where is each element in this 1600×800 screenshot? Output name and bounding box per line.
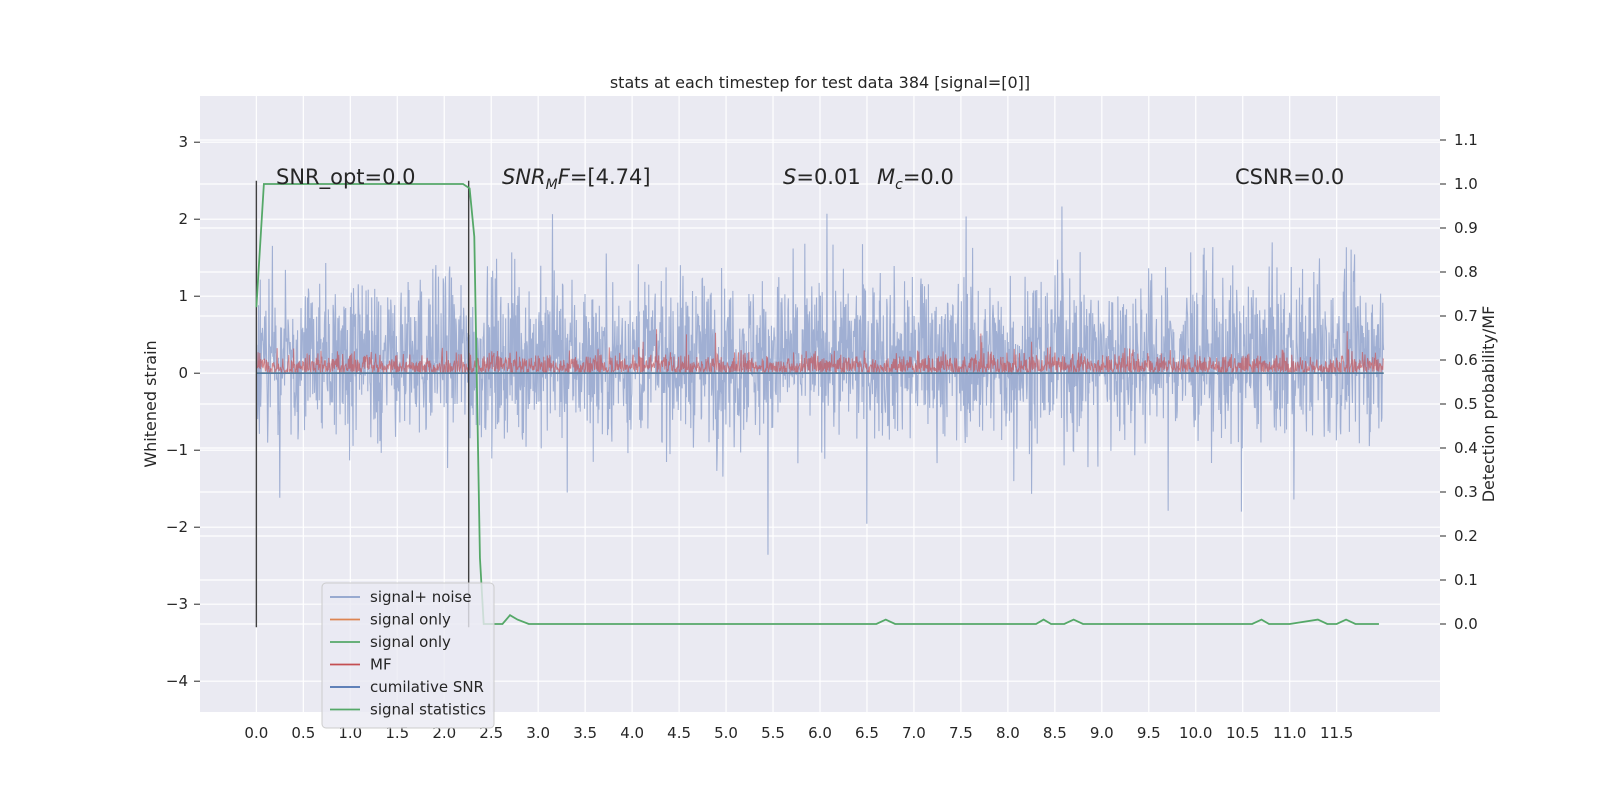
- legend-label: signal only: [370, 633, 451, 651]
- x-tick-label: 6.5: [855, 724, 879, 742]
- x-tick-label: 4.5: [667, 724, 691, 742]
- x-tick-label: 10.5: [1226, 724, 1259, 742]
- x-tick-label: 3.5: [573, 724, 597, 742]
- x-tick-label: 4.0: [620, 724, 644, 742]
- y-right-tick-label: 0.1: [1454, 571, 1478, 589]
- y-right-tick-label: 0.5: [1454, 395, 1478, 413]
- y-right-tick-label: 0.0: [1454, 615, 1478, 633]
- y-left-tick-label: 1: [178, 287, 188, 305]
- legend-label: signal statistics: [370, 701, 486, 719]
- legend-box: [321, 582, 495, 729]
- legend-label: signal+ noise: [370, 588, 472, 606]
- x-tick-label: 11.0: [1273, 724, 1306, 742]
- legend: signal+ noise signal only signal only MF cum…: [321, 582, 495, 729]
- y-right-tick-label: 1.1: [1454, 131, 1478, 149]
- x-tick-label: 9.0: [1090, 724, 1114, 742]
- y-right-tick-label: 0.2: [1454, 527, 1478, 545]
- x-tick-label: 10.0: [1179, 724, 1212, 742]
- y-left-tick-label: −2: [166, 518, 188, 536]
- y-left-tick-label: 0: [178, 364, 188, 382]
- chart-title: stats at each timestep for test data 384…: [610, 73, 1030, 92]
- y-right-tick-label: 1.0: [1454, 175, 1478, 193]
- x-tick-label: 6.0: [808, 724, 832, 742]
- x-tick-label: 0.5: [291, 724, 315, 742]
- ticks: 0.0 0.5 1.0 1.5 2.0 2.5 3.0 3.5 4.0 4.5 5.0 5.5 6.0 6…: [166, 131, 1478, 742]
- legend-label: cumilative SNR: [370, 678, 484, 696]
- x-tick-label: 5.0: [714, 724, 738, 742]
- x-tick-label: 8.5: [1043, 724, 1067, 742]
- y-right-tick-label: 0.3: [1454, 483, 1478, 501]
- annotation-csnr: CSNR=0.0: [1235, 165, 1344, 189]
- annotation-s: S=0.01: [783, 165, 861, 189]
- series-mf: [255, 329, 1385, 375]
- y-left-tick-label: −4: [166, 672, 188, 690]
- x-tick-label: 3.0: [526, 724, 550, 742]
- y-left-tick-label: 3: [178, 133, 188, 151]
- annotation-snr-mf: SNRMF=[4.74]: [502, 165, 651, 193]
- annotation-snr-opt: SNR_opt=0.0: [276, 165, 416, 190]
- y-axis-left-label: Whitened strain: [141, 340, 160, 467]
- x-tick-label: 9.5: [1137, 724, 1161, 742]
- y-right-tick-label: 0.7: [1454, 307, 1478, 325]
- series-signal-statistics: [255, 183, 1379, 625]
- y-left-tick-label: −3: [166, 595, 188, 613]
- y-right-tick-label: 0.8: [1454, 263, 1478, 281]
- y-left-tick-label: −1: [166, 441, 188, 459]
- x-tick-label: 0.0: [244, 724, 268, 742]
- y-left-tick-label: 2: [178, 210, 188, 228]
- y-right-tick-label: 0.4: [1454, 439, 1478, 457]
- x-tick-label: 7.0: [902, 724, 926, 742]
- x-tick-label: 8.0: [996, 724, 1020, 742]
- legend-label: signal only: [370, 611, 451, 629]
- series-layer: [255, 180, 1385, 628]
- grid: [200, 96, 1440, 712]
- y-right-tick-label: 0.9: [1454, 219, 1478, 237]
- y-axis-right-label: Detection probability/MF: [1479, 306, 1498, 503]
- x-tick-label: 7.5: [949, 724, 973, 742]
- annotation-mc: Mc=0.0: [877, 165, 954, 193]
- x-tick-label: 5.5: [761, 724, 785, 742]
- y-right-tick-label: 0.6: [1454, 351, 1478, 369]
- legend-label: MF: [370, 656, 392, 674]
- x-tick-label: 11.5: [1320, 724, 1353, 742]
